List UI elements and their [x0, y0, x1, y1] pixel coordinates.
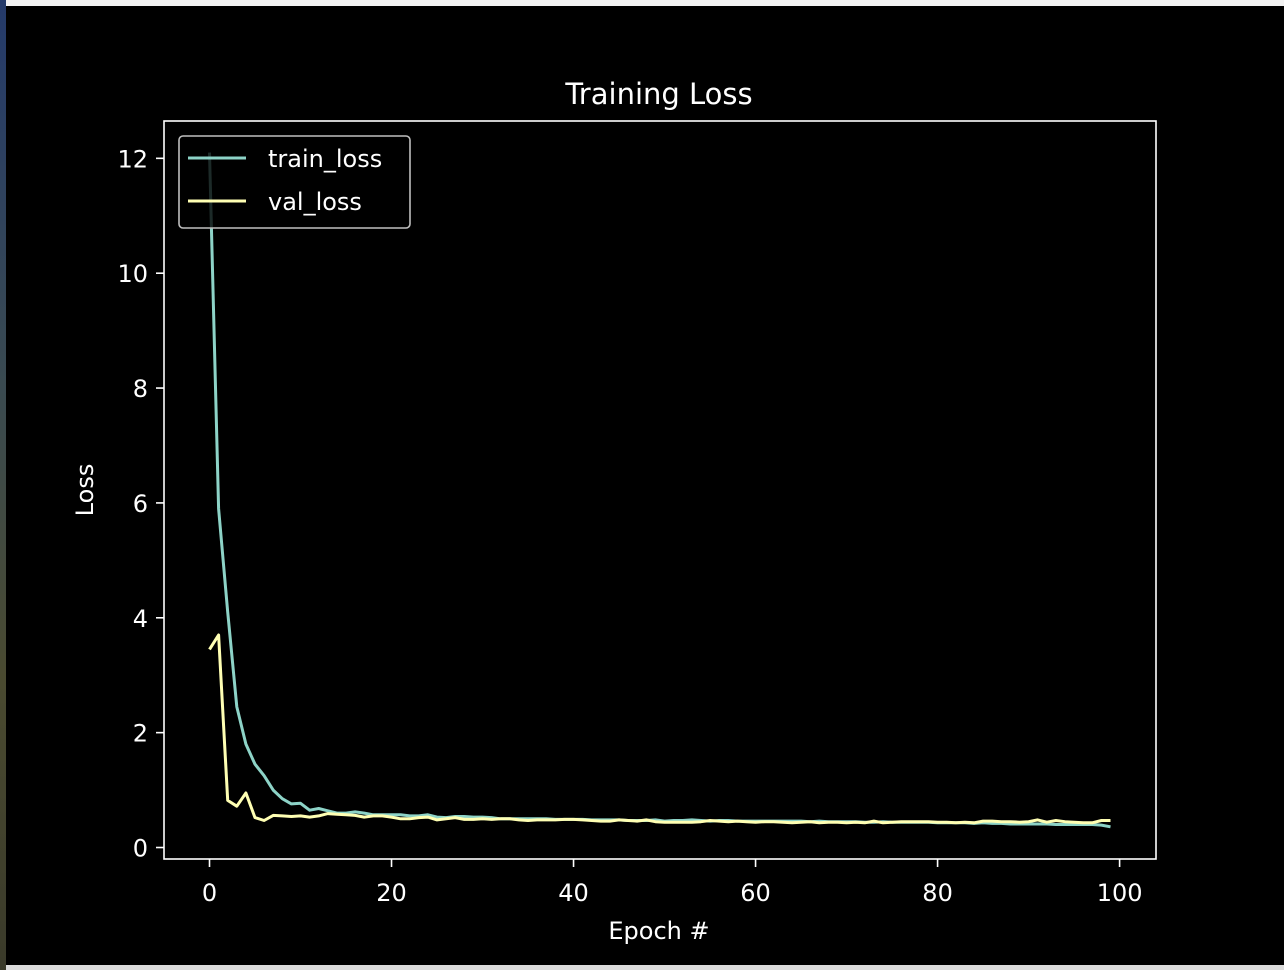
series-line-val-loss	[208, 633, 1111, 825]
y-axis-label: Loss	[71, 464, 99, 517]
y-tick-label: 12	[117, 145, 148, 173]
training-loss-chart: Training Loss 0 20 40 60 80 100 0 2 4 6 8 10 12 Epo…	[6, 6, 1284, 965]
chart-figure: Training Loss 0 20 40 60 80 100 0 2 4 6 8 10 12 Epo…	[6, 6, 1284, 965]
x-axis-ticks: 0 20 40 60 80 100	[202, 859, 1143, 907]
y-axis-ticks: 0 2 4 6 8 10 12	[117, 145, 164, 863]
legend-label-val-loss: val_loss	[268, 188, 362, 216]
x-tick-label: 80	[922, 879, 953, 907]
y-tick-label: 8	[133, 375, 148, 403]
axes-frame	[163, 120, 1157, 860]
x-tick-label: 40	[558, 879, 589, 907]
y-tick-label: 2	[133, 720, 148, 748]
x-tick-label: 60	[740, 879, 771, 907]
chart-title: Training Loss	[564, 77, 752, 111]
y-tick-label: 6	[133, 490, 148, 518]
x-tick-label: 100	[1097, 879, 1143, 907]
x-tick-label: 20	[376, 879, 407, 907]
legend: train_loss val_loss	[178, 135, 411, 229]
y-tick-label: 10	[117, 260, 148, 288]
legend-label-train-loss: train_loss	[268, 145, 382, 173]
x-axis-label: Epoch #	[608, 917, 709, 945]
desktop-edge	[0, 0, 6, 970]
y-tick-label: 0	[133, 835, 148, 863]
window-top-edge	[6, 0, 1284, 6]
x-tick-label: 0	[202, 879, 217, 907]
series-layer	[208, 152, 1111, 829]
y-tick-label: 4	[133, 605, 148, 633]
plot-area	[163, 120, 1157, 860]
